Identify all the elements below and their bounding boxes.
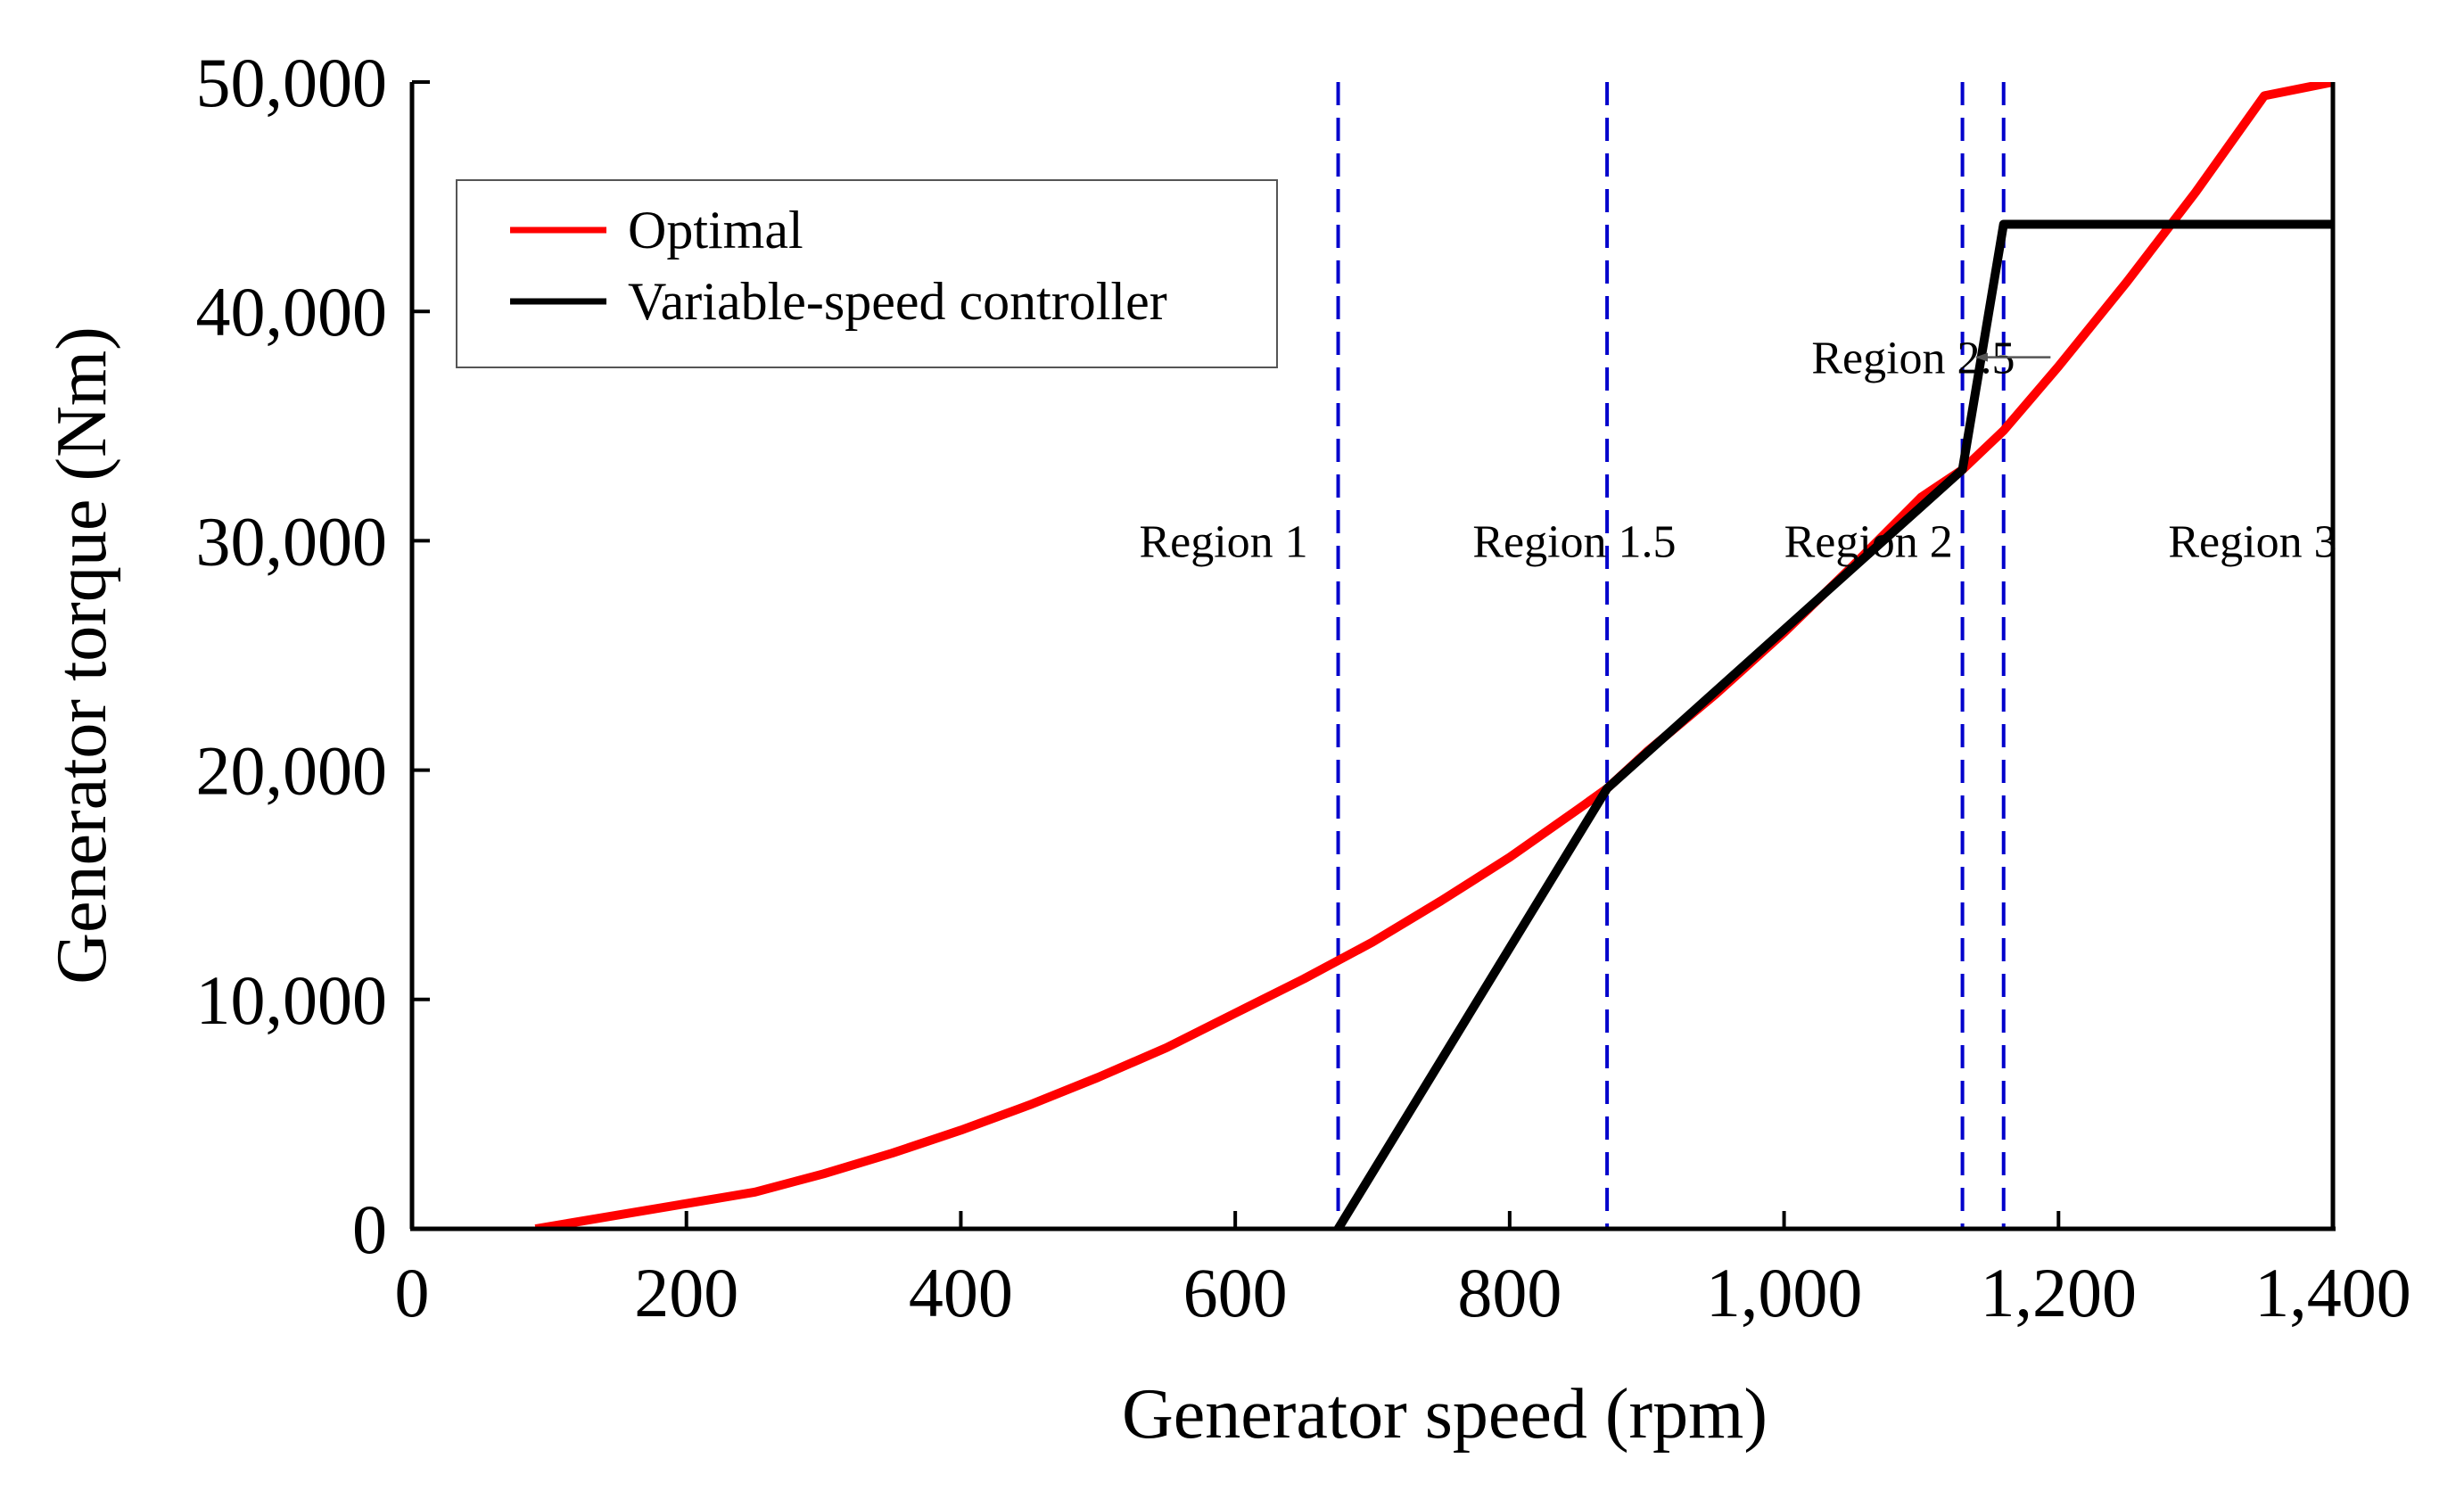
x-tick-label: 0 bbox=[395, 1254, 430, 1331]
x-tick-label: 800 bbox=[1457, 1254, 1562, 1331]
y-tick-label: 40,000 bbox=[196, 273, 388, 350]
y-axis-title: Generator torque (Nm) bbox=[43, 326, 121, 984]
x-tick-label: 1,200 bbox=[1981, 1254, 2138, 1331]
annotation-region-1: Region 1 bbox=[1139, 516, 1307, 567]
annotation-region-2: Region 2 bbox=[1784, 516, 1953, 567]
annotation-region-1-5: Region 1.5 bbox=[1472, 516, 1676, 567]
x-tick-label: 1,000 bbox=[1706, 1254, 1863, 1331]
legend-label-2: Variable-speed controller bbox=[628, 272, 1167, 331]
y-tick-label: 10,000 bbox=[196, 961, 388, 1039]
x-axis-title: Generator speed (rpm) bbox=[1122, 1375, 1768, 1454]
y-tick-label: 50,000 bbox=[196, 44, 388, 121]
x-tick-label: 200 bbox=[634, 1254, 738, 1331]
x-tick-label: 400 bbox=[909, 1254, 1013, 1331]
series-layer bbox=[534, 82, 2333, 1229]
legend-box bbox=[456, 179, 1278, 368]
series-line-optimal bbox=[534, 82, 2333, 1229]
y-tick-label: 30,000 bbox=[196, 502, 388, 580]
legend-label-1: Optimal bbox=[628, 201, 803, 259]
tick-labels: 0 200 400 600 800 1,000 1,200 1,400 0 10,000 20,00… bbox=[196, 44, 2411, 1331]
axes bbox=[409, 80, 2336, 1232]
annotation-region-3: Region 3 bbox=[2168, 516, 2336, 567]
y-tick-label: 0 bbox=[352, 1190, 387, 1268]
annotations: Region 1 Region 1.5 Region 2 Region 3 Region… bbox=[1139, 334, 2336, 568]
series-line-variable-speed-controller bbox=[1334, 219, 2333, 1229]
x-tick-label: 600 bbox=[1183, 1254, 1288, 1331]
x-tick-label: 1,400 bbox=[2254, 1254, 2411, 1331]
y-tick-label: 20,000 bbox=[196, 732, 388, 810]
region-boundaries bbox=[1336, 82, 2006, 1229]
annotation-region-2-5: Region 2.5 bbox=[1811, 334, 2015, 384]
legend: Optimal Variable-speed controller bbox=[456, 179, 1278, 368]
